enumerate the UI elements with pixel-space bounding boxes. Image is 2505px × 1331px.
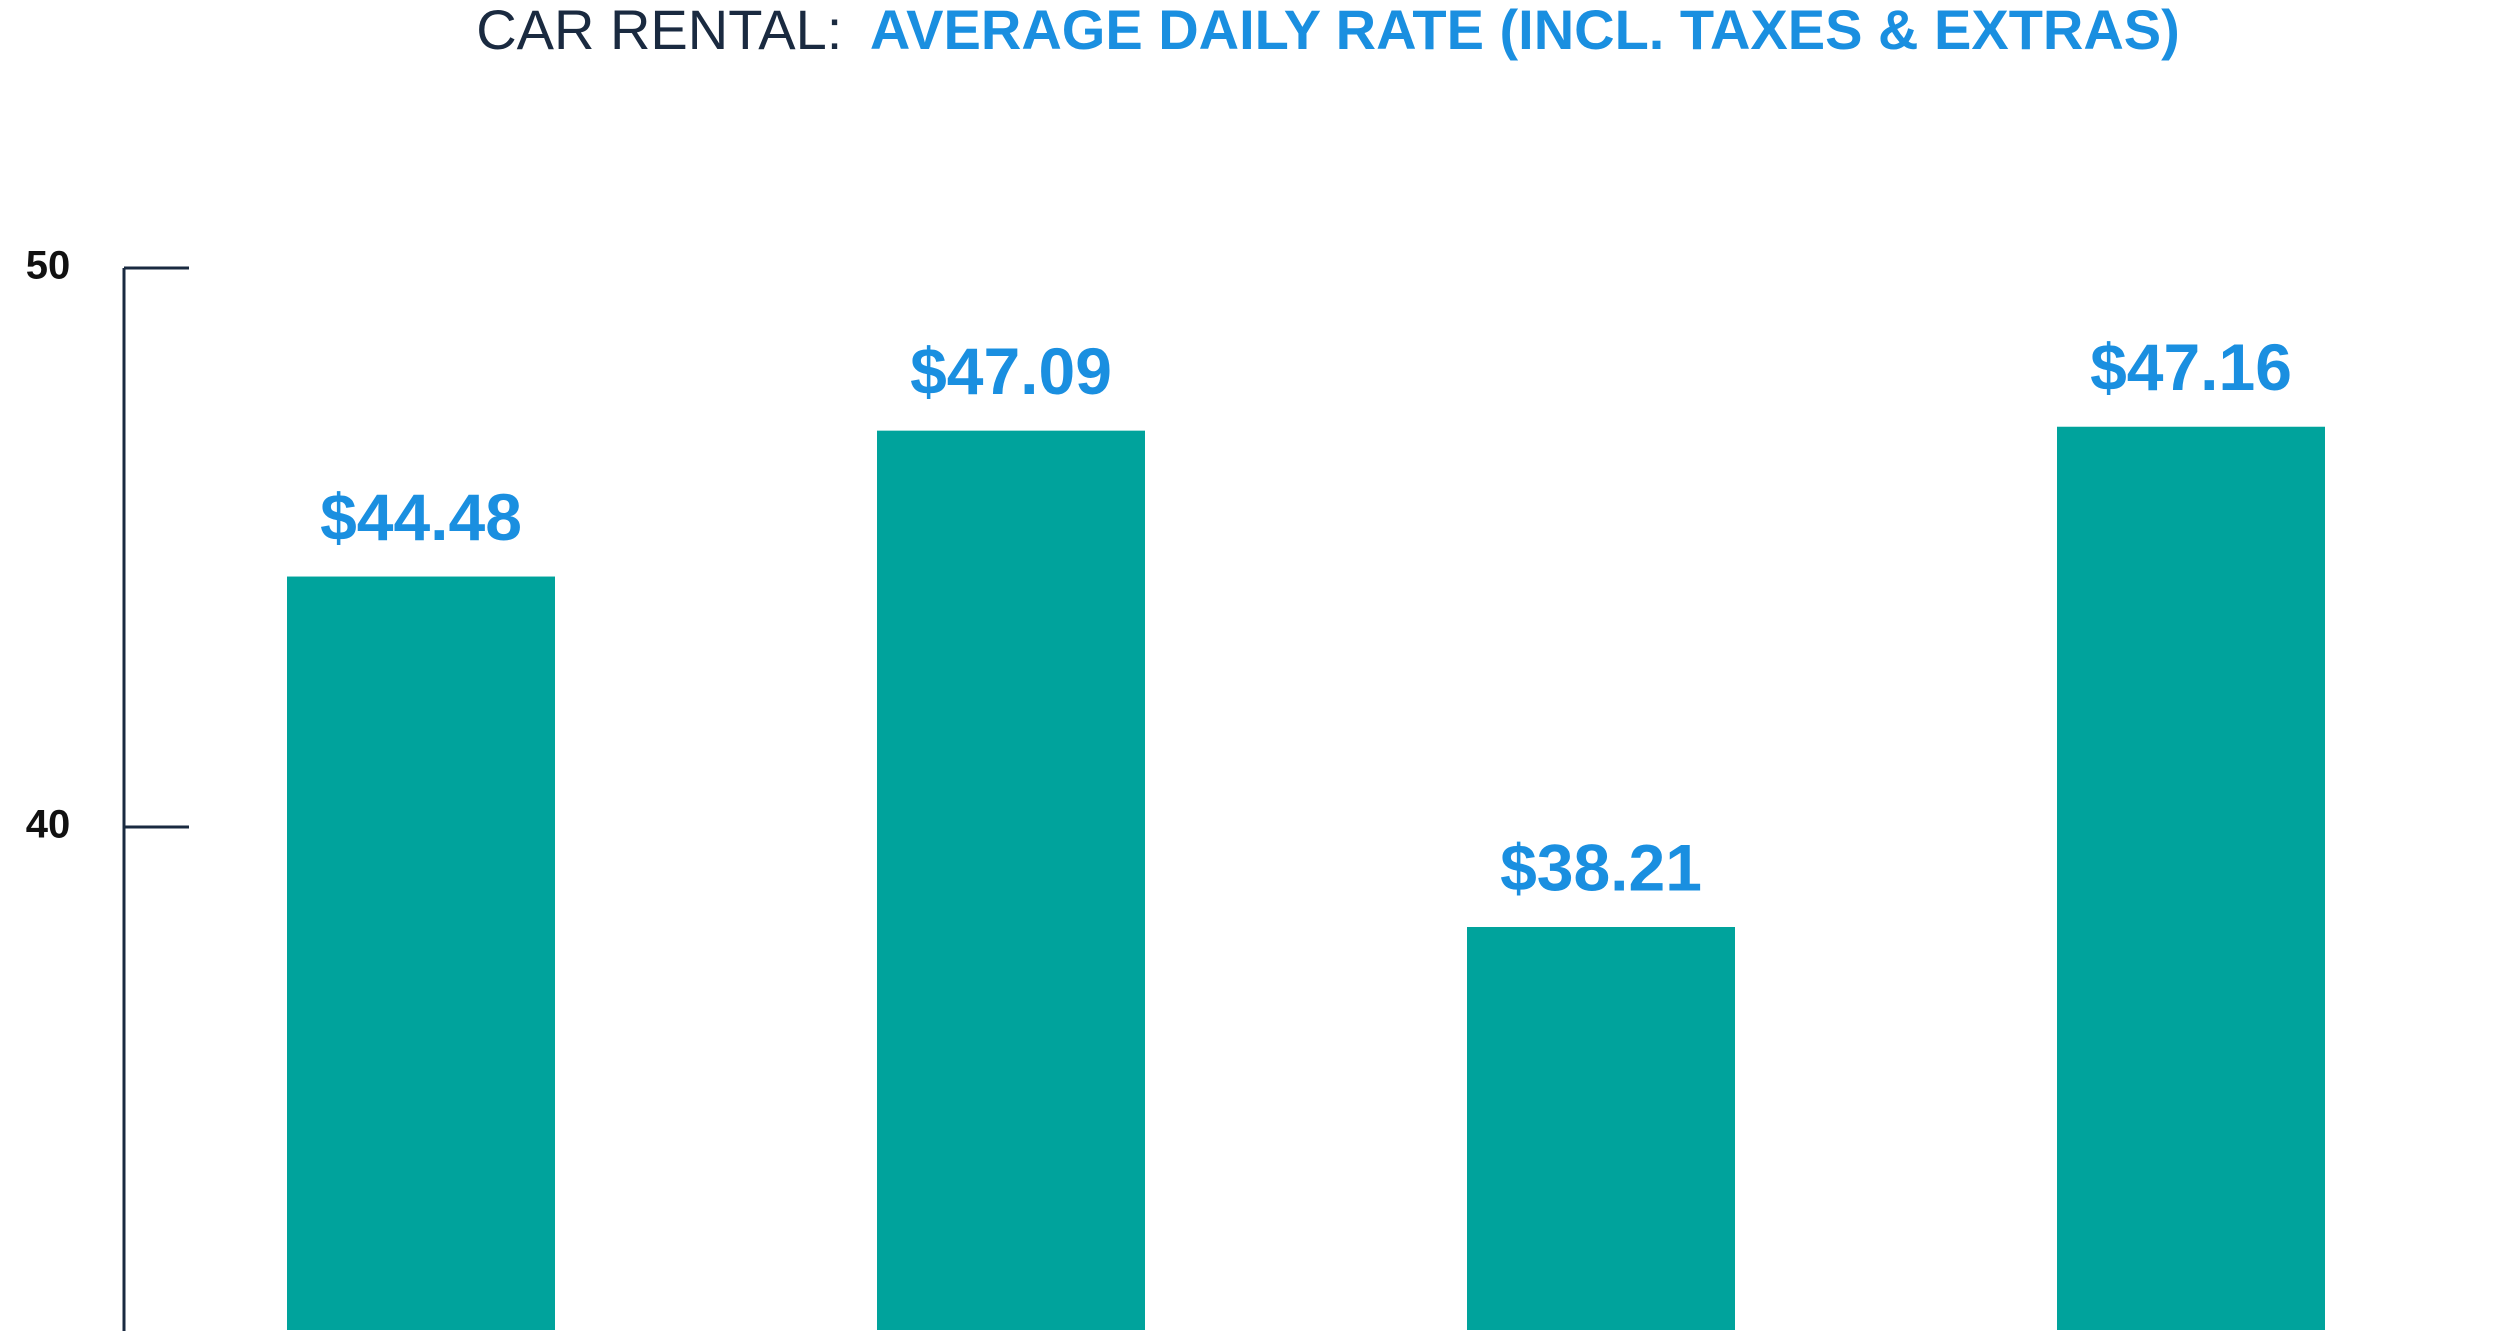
value-label: $44.48 bbox=[320, 480, 522, 554]
value-label: $47.09 bbox=[910, 334, 1112, 408]
bar bbox=[287, 576, 555, 1330]
chart-title: CAR RENTAL: AVERAGE DAILY RATE (INCL. TA… bbox=[476, 0, 2180, 61]
value-label: $47.16 bbox=[2090, 330, 2292, 404]
y-tick-label: 50 bbox=[26, 244, 71, 288]
bar bbox=[1467, 926, 1735, 1330]
title-prefix: CAR RENTAL: bbox=[476, 0, 842, 61]
value-label: $38.21 bbox=[1500, 830, 1702, 904]
y-tick-label: 40 bbox=[26, 803, 71, 847]
bar bbox=[877, 430, 1145, 1330]
title-main: AVERAGE DAILY RATE (INCL. TAXES & EXTRAS… bbox=[870, 0, 2180, 61]
bar bbox=[2057, 426, 2325, 1330]
